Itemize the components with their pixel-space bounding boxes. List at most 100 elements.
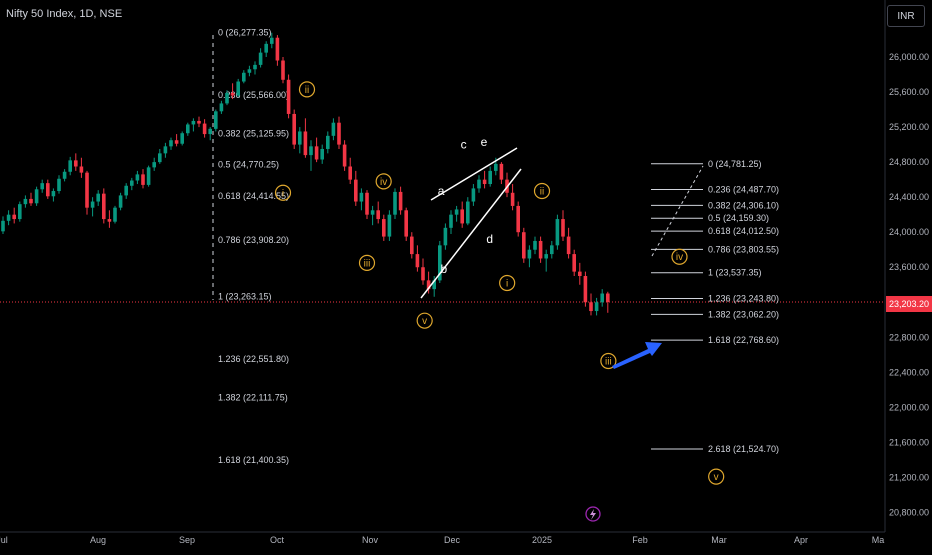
wave-label: ii [540, 187, 544, 198]
candle-body [303, 131, 308, 156]
x-tick-label: Ma [872, 535, 885, 545]
candle-body [404, 210, 408, 237]
candle-body [6, 214, 11, 221]
wave-label-circle [298, 81, 316, 98]
fib-left-level: 1.236 (22,551.80) [218, 354, 289, 364]
candle-body [438, 245, 442, 281]
candle-body [146, 167, 151, 185]
y-tick-label: 22,000.00 [889, 402, 929, 412]
x-tick-label: Dec [444, 535, 461, 545]
candle-body [550, 245, 554, 255]
wave-label-circle [671, 248, 688, 265]
y-tick-label: 21,200.00 [889, 472, 929, 482]
blue-arrow-icon [612, 342, 662, 369]
candle-body [90, 201, 95, 208]
candle-body [337, 122, 341, 145]
candle-body [57, 178, 61, 192]
candle-body [527, 249, 532, 259]
fib-right-level: 0 (24,781.25) [708, 159, 762, 169]
lightning-icon [585, 506, 601, 522]
wave-label-circle [274, 184, 292, 201]
candle-body [393, 191, 397, 215]
candle-body [113, 207, 117, 222]
candle-body [561, 219, 565, 237]
candle-body [281, 60, 285, 80]
candle-body [314, 146, 319, 160]
current-price-tag: 23,203.20 [886, 296, 932, 312]
x-tick-label: Feb [632, 535, 648, 545]
candle-body [494, 163, 498, 171]
candle-body [102, 193, 106, 220]
candle-body [516, 205, 520, 233]
candle-body [242, 72, 246, 82]
candle-body [477, 179, 481, 189]
candle-body [68, 160, 72, 172]
fib-right-level: 1 (23,537.35) [708, 268, 762, 278]
candle-body [230, 92, 235, 96]
candle-body [572, 254, 576, 272]
candle-body [594, 302, 599, 312]
candle-body [342, 144, 347, 167]
wave-label: d [486, 232, 493, 246]
wave-label: iii [364, 258, 371, 269]
candle-body [415, 254, 420, 268]
fib-left-level: 0.786 (23,908.20) [218, 235, 289, 245]
wave-label-circle [533, 182, 551, 200]
currency-selector[interactable]: INR [887, 5, 925, 27]
fib-left-level: 0.618 (24,414.55) [218, 191, 289, 201]
candle-body [107, 219, 112, 222]
candle-body [186, 124, 190, 134]
candle-body [488, 170, 492, 185]
candle-body [382, 219, 386, 237]
wave-label: iii [605, 356, 612, 367]
fib-left-level: 1.382 (22,111.75) [218, 393, 288, 403]
wave-label: e [481, 135, 488, 149]
candle-body [275, 37, 280, 61]
candle-body [387, 214, 392, 237]
y-tick-label: 23,600.00 [889, 262, 929, 272]
x-tick-label: Nov [362, 535, 379, 545]
lightning-bolt-icon [590, 509, 596, 520]
candle-body [79, 166, 84, 173]
fib-right-level: 0.236 (24,487.70) [708, 184, 779, 194]
fib-left-level: 1.618 (21,400.35) [218, 455, 289, 465]
y-tick-label: 21,600.00 [889, 437, 929, 447]
candle-body [298, 131, 302, 145]
candle-body [169, 140, 173, 147]
y-tick-label: 25,600.00 [889, 87, 929, 97]
fib-left-level: 1 (23,263.15) [218, 292, 272, 302]
x-tick-label: Oct [270, 535, 285, 545]
candle-body [583, 276, 588, 303]
candle-body [197, 120, 201, 124]
y-tick-label: 24,400.00 [889, 192, 929, 202]
candle-body [141, 174, 145, 185]
candle-body [191, 120, 196, 125]
wave-label-circle [600, 352, 617, 370]
candle-body [555, 219, 560, 246]
candle-body [124, 185, 128, 196]
fib-right-level: 0.786 (23,803.55) [708, 244, 779, 254]
candle-body [348, 166, 352, 180]
candle-body [152, 162, 156, 168]
candle-body [600, 293, 604, 303]
wave-label-circle [375, 173, 392, 190]
candle-body [18, 204, 22, 220]
fib-left-level: 0.5 (24,770.25) [218, 160, 279, 170]
fib-left-level: 0.382 (25,125.95) [218, 129, 289, 139]
x-tick-label: Mar [711, 535, 727, 545]
x-tick-label: Sep [179, 535, 195, 545]
y-tick-label: 22,400.00 [889, 367, 929, 377]
candle-body [270, 37, 274, 44]
wave-label: c [461, 138, 467, 152]
candle-body [253, 64, 257, 70]
fib-right-level: 0.5 (24,159.30) [708, 213, 769, 223]
wave-label: v [714, 472, 719, 483]
fib-right-level: 2.618 (21,524.70) [708, 444, 779, 454]
candle-body [46, 183, 50, 197]
candle-body [40, 183, 44, 190]
candle-body [130, 180, 134, 186]
candle-body [236, 81, 240, 96]
candle-body [460, 209, 464, 224]
